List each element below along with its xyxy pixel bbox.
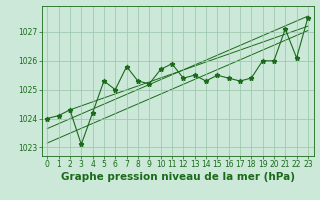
X-axis label: Graphe pression niveau de la mer (hPa): Graphe pression niveau de la mer (hPa) bbox=[60, 172, 295, 182]
